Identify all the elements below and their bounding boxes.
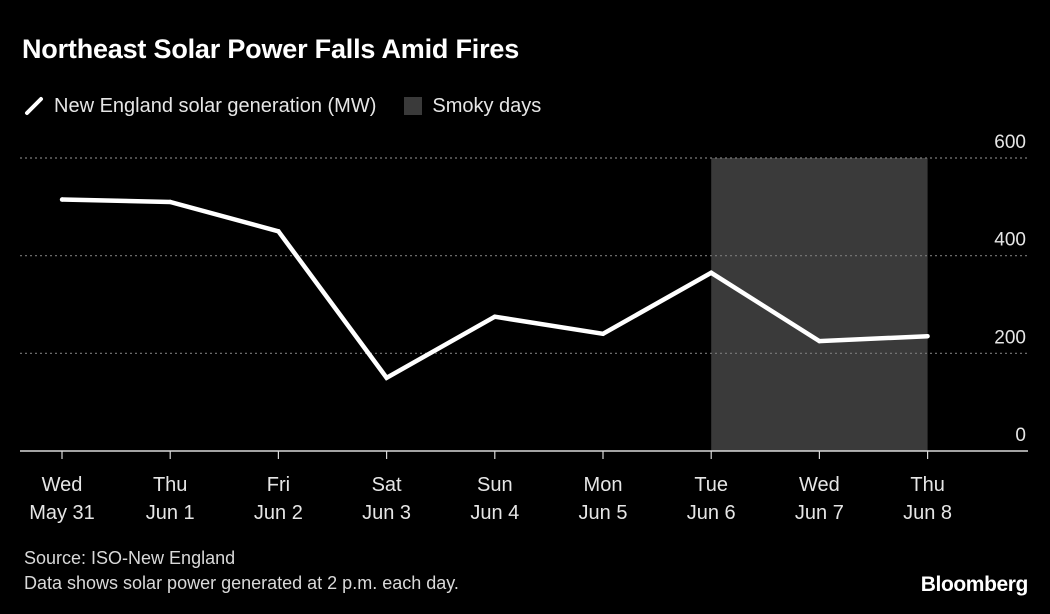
data-point-6 [709, 270, 714, 275]
x-tick-label-6: Tue Jun 6 [687, 474, 736, 524]
x-tick-label-2: Fri Jun 2 [254, 474, 303, 524]
data-point-2 [276, 229, 281, 234]
x-tick-label-5: Mon Jun 5 [579, 474, 628, 524]
footer: Source: ISO-New England Data shows solar… [24, 546, 459, 596]
bloomberg-logo: Bloomberg [920, 573, 1029, 596]
legend-line-swatch [25, 97, 43, 115]
data-point-4 [492, 314, 497, 319]
chart-title: Northeast Solar Power Falls Amid Fires [22, 34, 520, 64]
data-point-0 [59, 197, 65, 202]
x-tick-label-7: Wed Jun 7 [795, 474, 844, 524]
y-tick-label-400: 400 [994, 230, 1026, 251]
x-tick-label-4: Sun Jun 4 [470, 474, 519, 524]
legend-shade-swatch [404, 97, 423, 115]
legend: New England solar generation (MW) Smoky … [24, 92, 569, 120]
data-point-3 [384, 375, 389, 380]
x-tick-label-1: Thu Jun 1 [146, 474, 195, 524]
y-tick-label-0: 0 [1015, 425, 1026, 446]
legend-shade-label: Smoky days [432, 94, 542, 117]
data-note: Data shows solar power generated at 2 p.… [24, 573, 459, 593]
legend-item-shade: Smoky days [404, 95, 541, 118]
x-tick-label-8: Thu Jun 8 [903, 474, 952, 524]
data-point-5 [600, 331, 606, 336]
y-tick-label-200: 200 [994, 327, 1026, 348]
x-tick-label-3: Sat Jun 3 [362, 474, 411, 524]
legend-item-line: New England solar generation (MW) [24, 95, 376, 118]
y-tick-label-600: 600 [994, 132, 1026, 153]
source-note: Source: ISO-New England [24, 548, 236, 568]
data-point-1 [168, 199, 173, 205]
x-tick-label-0: Wed May 31 [29, 474, 95, 524]
data-point-7 [817, 338, 822, 344]
data-point-8 [925, 334, 930, 339]
legend-line-label: New England solar generation (MW) [54, 94, 377, 117]
smoky-days-band [711, 158, 928, 451]
